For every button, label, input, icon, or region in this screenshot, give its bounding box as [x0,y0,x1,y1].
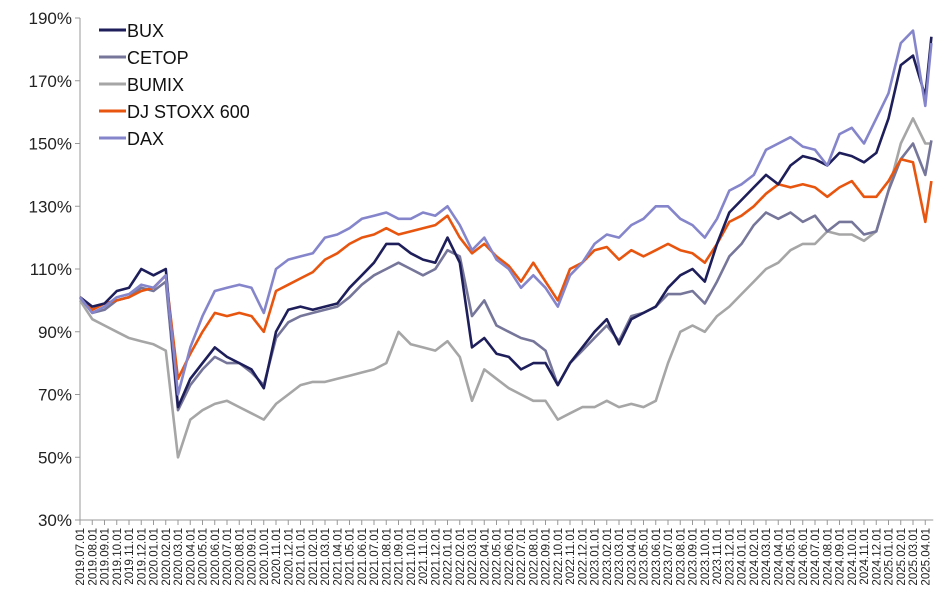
x-tick-label: 2023.03.01 [614,528,626,586]
x-tick-label: 2024.03.01 [761,528,773,586]
y-tick-label: 190% [29,9,72,28]
y-tick-label: 150% [29,135,72,154]
x-tick-label: 2020.07.01 [222,528,234,586]
x-tick-label: 2020.06.01 [210,528,222,586]
x-tick-label: 2022.02.01 [455,528,467,586]
x-tick-label: 2022.11.01 [565,528,577,585]
x-tick-label: 2023.02.01 [602,528,614,586]
x-tick-label: 2023.11.01 [712,528,724,585]
x-tick-label: 2020.04.01 [185,528,197,586]
series-line-bumix [78,117,932,459]
x-tick-label: 2020.12.01 [283,528,295,586]
x-tick-label: 2020.05.01 [198,528,210,586]
legend-item: BUMIX [99,75,184,95]
legend-item: DJ STOXX 600 [99,102,250,122]
x-tick-label: 2020.03.01 [173,528,185,586]
x-tick-label: 2023.08.01 [675,528,687,586]
y-tick-label: 50% [38,448,72,467]
x-tick-label: 2023.09.01 [688,528,700,586]
x-tick-label: 2020.11.01 [271,528,283,585]
x-tick-label: 2021.03.01 [320,528,332,586]
x-tick-label: 2021.07.01 [369,528,381,586]
legend-item: CETOP [99,48,189,68]
series-line-cetop [78,140,933,412]
x-tick-label: 2022.09.01 [541,528,553,586]
x-tick-label: 2019.07.01 [75,528,87,586]
x-tick-label: 2024.07.01 [810,528,822,586]
x-tick-label: 2022.12.01 [577,528,589,586]
x-tick-label: 2023.05.01 [639,528,651,586]
x-tick-label: 2020.10.01 [259,528,271,586]
x-tick-label: 2025.03.01 [908,528,920,586]
x-tick-label: 2022.07.01 [516,528,528,586]
legend-label: BUMIX [127,75,184,95]
x-tick-label: 2019.12.01 [136,528,148,586]
x-tick-label: 2021.06.01 [357,528,369,586]
x-tick-label: 2024.05.01 [786,528,798,586]
x-tick-label: 2023.10.01 [700,528,712,586]
x-tick-label: 2023.07.01 [663,528,675,586]
x-tick-label: 2024.01.01 [737,528,749,586]
legend-label: DAX [127,129,164,149]
y-tick-label: 90% [38,323,72,342]
x-tick-label: 2020.02.01 [161,528,173,586]
x-tick-label: 2022.04.01 [479,528,491,586]
x-tick-label: 2022.10.01 [553,528,565,586]
legend-item: DAX [99,129,164,149]
series-line-bux [79,36,933,409]
x-tick-label: 2021.09.01 [394,528,406,586]
x-tick-label: 2021.04.01 [332,528,344,586]
x-tick-label: 2024.02.01 [749,528,761,586]
x-tick-label: 2019.09.01 [100,528,112,586]
x-tick-label: 2024.11.01 [859,528,871,585]
x-tick-label: 2024.04.01 [773,528,785,586]
x-tick-label: 2022.01.01 [443,528,455,586]
x-tick-label: 2025.04.01 [920,528,932,586]
x-tick-label: 2019.11.01 [124,528,136,585]
x-tick-label: 2025.02.01 [896,528,908,586]
legend-label: BUX [127,21,164,41]
y-tick-label: 30% [38,511,72,530]
x-tick-label: 2019.08.01 [87,528,99,586]
x-tick-label: 2023.12.01 [724,528,736,586]
x-tick-label: 2020.01.01 [149,528,161,586]
x-axis: 2019.07.01 2019.08.01 2019.09.01 2019.10.01… [75,519,934,586]
x-tick-label: 2019.10.01 [112,528,124,586]
legend-label: DJ STOXX 600 [127,102,250,122]
legend: BUX CETOP BUMIX DJ STOXX 600 DAX [99,21,250,149]
x-tick-label: 2023.04.01 [626,528,638,586]
legend-label: CETOP [127,48,189,68]
y-tick-label: 130% [29,197,72,216]
x-tick-label: 2022.08.01 [528,528,540,586]
series-lines [78,29,933,459]
y-tick-label: 110% [30,260,72,279]
x-tick-label: 2021.12.01 [430,528,442,586]
x-tick-label: 2020.09.01 [247,528,259,586]
x-tick-label: 2021.02.01 [308,528,320,586]
y-tick-label: 170% [29,72,72,91]
x-tick-label: 2022.03.01 [467,528,479,586]
series-line-dax [78,29,933,396]
x-tick-label: 2020.08.01 [234,528,246,586]
x-tick-label: 2022.05.01 [492,528,504,586]
x-tick-label: 2021.10.01 [406,528,418,586]
x-tick-label: 2021.01.01 [296,528,308,586]
x-tick-label: 2024.08.01 [822,528,834,586]
x-tick-label: 2025.01.01 [884,528,896,586]
x-tick-label: 2023.01.01 [590,528,602,586]
x-tick-label: 2021.08.01 [381,528,393,586]
x-tick-label: 2021.11.01 [418,528,430,585]
x-tick-label: 2024.10.01 [847,528,859,586]
y-axis: 30% 50% 70% 90% 110% 130% 150% 170% 190% [29,9,81,530]
y-tick-label: 70% [38,386,72,405]
x-tick-label: 2022.06.01 [504,528,516,586]
x-tick-label: 2024.09.01 [835,528,847,586]
legend-item: BUX [99,21,164,41]
series-line-dj-stoxx-600 [79,157,933,381]
x-tick-label: 2024.12.01 [871,528,883,586]
x-tick-label: 2021.05.01 [345,528,357,586]
x-tick-label: 2023.06.01 [651,528,663,586]
x-tick-label: 2024.06.01 [798,528,810,586]
